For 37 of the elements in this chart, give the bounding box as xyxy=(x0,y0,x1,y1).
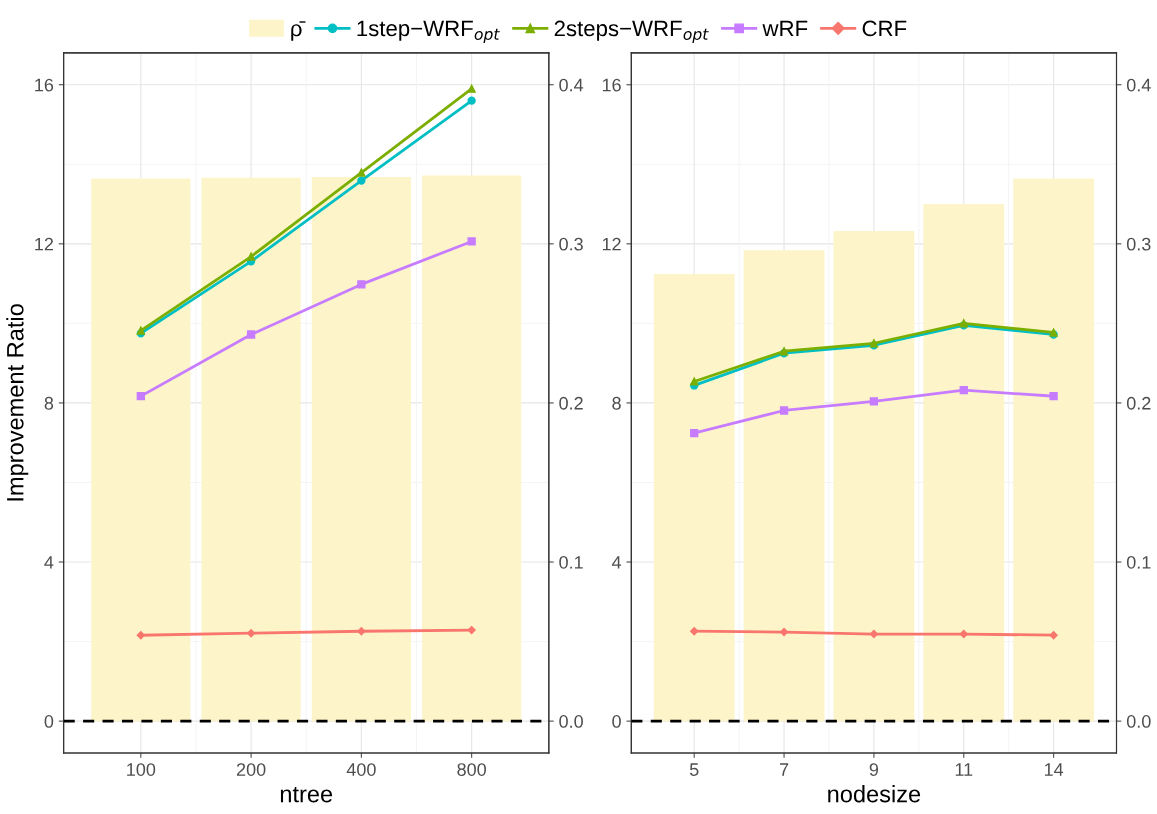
y2-tick-label: 0.4 xyxy=(1126,78,1151,92)
y2-tick-label: 0.0 xyxy=(1126,715,1151,728)
x-tick-label: 11 xyxy=(955,763,973,776)
x-tick-label: 7 xyxy=(779,763,789,776)
y2-tick-label: 0.0 xyxy=(559,715,583,728)
y-tick-label: 12 xyxy=(602,237,621,251)
legend-label: 1step−WRF$_{opt}$ xyxy=(357,20,500,43)
x-tick-label: 5 xyxy=(689,763,699,776)
y-tick-label: 0 xyxy=(612,715,621,728)
y2-tick-label: 0.2 xyxy=(559,396,583,410)
y2-tick-label: 0.1 xyxy=(559,555,583,569)
x-tick-label: 9 xyxy=(869,763,879,776)
y-tick-label: 16 xyxy=(602,78,621,92)
y-tick-label: 4 xyxy=(44,556,54,569)
x-tick-label: 100 xyxy=(127,763,156,776)
y2-tick-label: 0.1 xyxy=(1126,555,1151,569)
y2-tick-label: 0.3 xyxy=(1126,237,1151,251)
y-tick-label: 8 xyxy=(612,396,621,410)
x-axis-title: ntree xyxy=(280,786,333,803)
x-tick-label: 800 xyxy=(457,763,486,776)
y2-tick-label: 0.4 xyxy=(559,78,584,92)
y-tick-label: 16 xyxy=(35,78,54,92)
y-tick-label: 0 xyxy=(44,715,54,728)
legend-label: CRF xyxy=(862,20,907,37)
y-tick-label: 4 xyxy=(611,556,622,569)
x-tick-label: 14 xyxy=(1044,763,1064,776)
y-tick-label: 12 xyxy=(35,237,54,251)
legend-label: ρ̄ xyxy=(291,21,306,41)
x-axis-title: nodesize xyxy=(828,785,921,803)
legend-label: wRF xyxy=(762,20,808,37)
y2-tick-label: 0.2 xyxy=(1126,396,1151,410)
y-axis-title: Improvement Ratio xyxy=(6,304,29,501)
y2-tick-label: 0.3 xyxy=(559,237,583,251)
x-tick-label: 200 xyxy=(236,763,266,776)
y-tick-label: 8 xyxy=(44,396,54,410)
x-tick-label: 400 xyxy=(346,763,376,776)
legend-label: 2steps−WRF$_{opt}$ xyxy=(554,20,709,43)
